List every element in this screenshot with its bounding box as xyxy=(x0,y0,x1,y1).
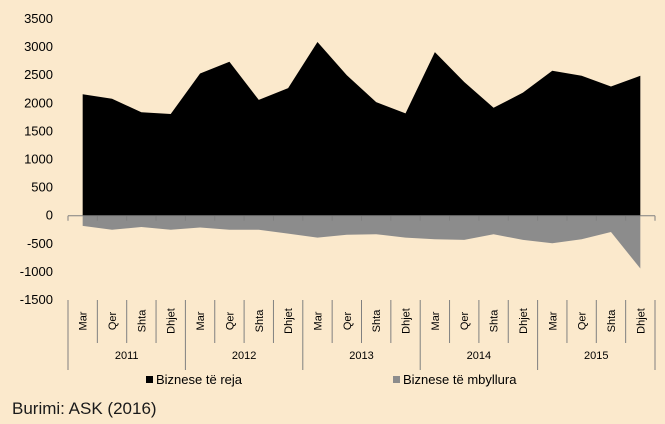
x-category-label: Dhjet xyxy=(166,308,178,334)
chart-areas xyxy=(82,42,641,269)
x-category-label: Qer xyxy=(342,311,354,330)
x-category-label: Shta xyxy=(606,309,618,333)
y-tick-label: -500 xyxy=(27,236,53,251)
legend: Biznese të reja Biznese të mbyllura xyxy=(146,372,517,387)
y-tick-label: 3500 xyxy=(24,11,53,26)
area-closed-businesses xyxy=(82,215,641,269)
x-category-label: Qer xyxy=(107,311,119,330)
x-category-label: Qer xyxy=(459,311,471,330)
y-tick-label: 2500 xyxy=(24,67,53,82)
y-tick-label: 3000 xyxy=(24,39,53,54)
legend-label-closed-businesses: Biznese të mbyllura xyxy=(403,372,517,387)
area-new-businesses xyxy=(82,42,641,216)
x-category-label: Dhjet xyxy=(635,308,647,334)
legend-swatch-closed-businesses xyxy=(393,376,400,383)
x-category-label: Mar xyxy=(78,311,90,330)
x-category-label: Dhjet xyxy=(283,308,295,334)
x-category-label: Qer xyxy=(224,311,236,330)
x-category-label: Dhjet xyxy=(401,308,413,334)
y-tick-label: 500 xyxy=(31,180,53,195)
x-year-label: 2015 xyxy=(584,350,608,362)
y-tick-label: 2000 xyxy=(24,95,53,110)
x-category-label: Shta xyxy=(489,309,501,333)
y-tick-label: 1000 xyxy=(24,152,53,167)
x-category-label: Shta xyxy=(371,309,383,333)
x-year-label: 2012 xyxy=(232,350,256,362)
y-tick-label: -1500 xyxy=(20,292,53,307)
x-year-label: 2013 xyxy=(349,350,373,362)
x-category-label: Mar xyxy=(547,311,559,330)
chart-axes xyxy=(67,215,656,370)
legend-label-new-businesses: Biznese të reja xyxy=(156,372,243,387)
x-axis-labels: Mar Qer Shta Dhjet Mar Qer Shta Dhjet Mar Qer Shta… xyxy=(78,308,648,362)
source-note: Burimi: ASK (2016) xyxy=(12,399,157,418)
x-category-label: Mar xyxy=(195,311,207,330)
x-category-label: Dhjet xyxy=(518,308,530,334)
x-category-label: Qer xyxy=(577,311,589,330)
x-category-label: Shta xyxy=(254,309,266,333)
y-tick-label: 1500 xyxy=(24,123,53,138)
y-tick-label: -1000 xyxy=(20,264,53,279)
legend-swatch-new-businesses xyxy=(146,376,153,383)
x-category-label: Mar xyxy=(430,311,442,330)
x-category-label: Mar xyxy=(312,311,324,330)
x-year-label: 2011 xyxy=(115,350,139,362)
y-tick-label: 0 xyxy=(46,208,53,223)
x-category-label: Shta xyxy=(136,309,148,333)
x-year-label: 2014 xyxy=(467,350,491,362)
y-axis-labels: 3500 3000 2500 2000 1500 1000 500 0 -500 -1000 -15… xyxy=(20,11,53,307)
